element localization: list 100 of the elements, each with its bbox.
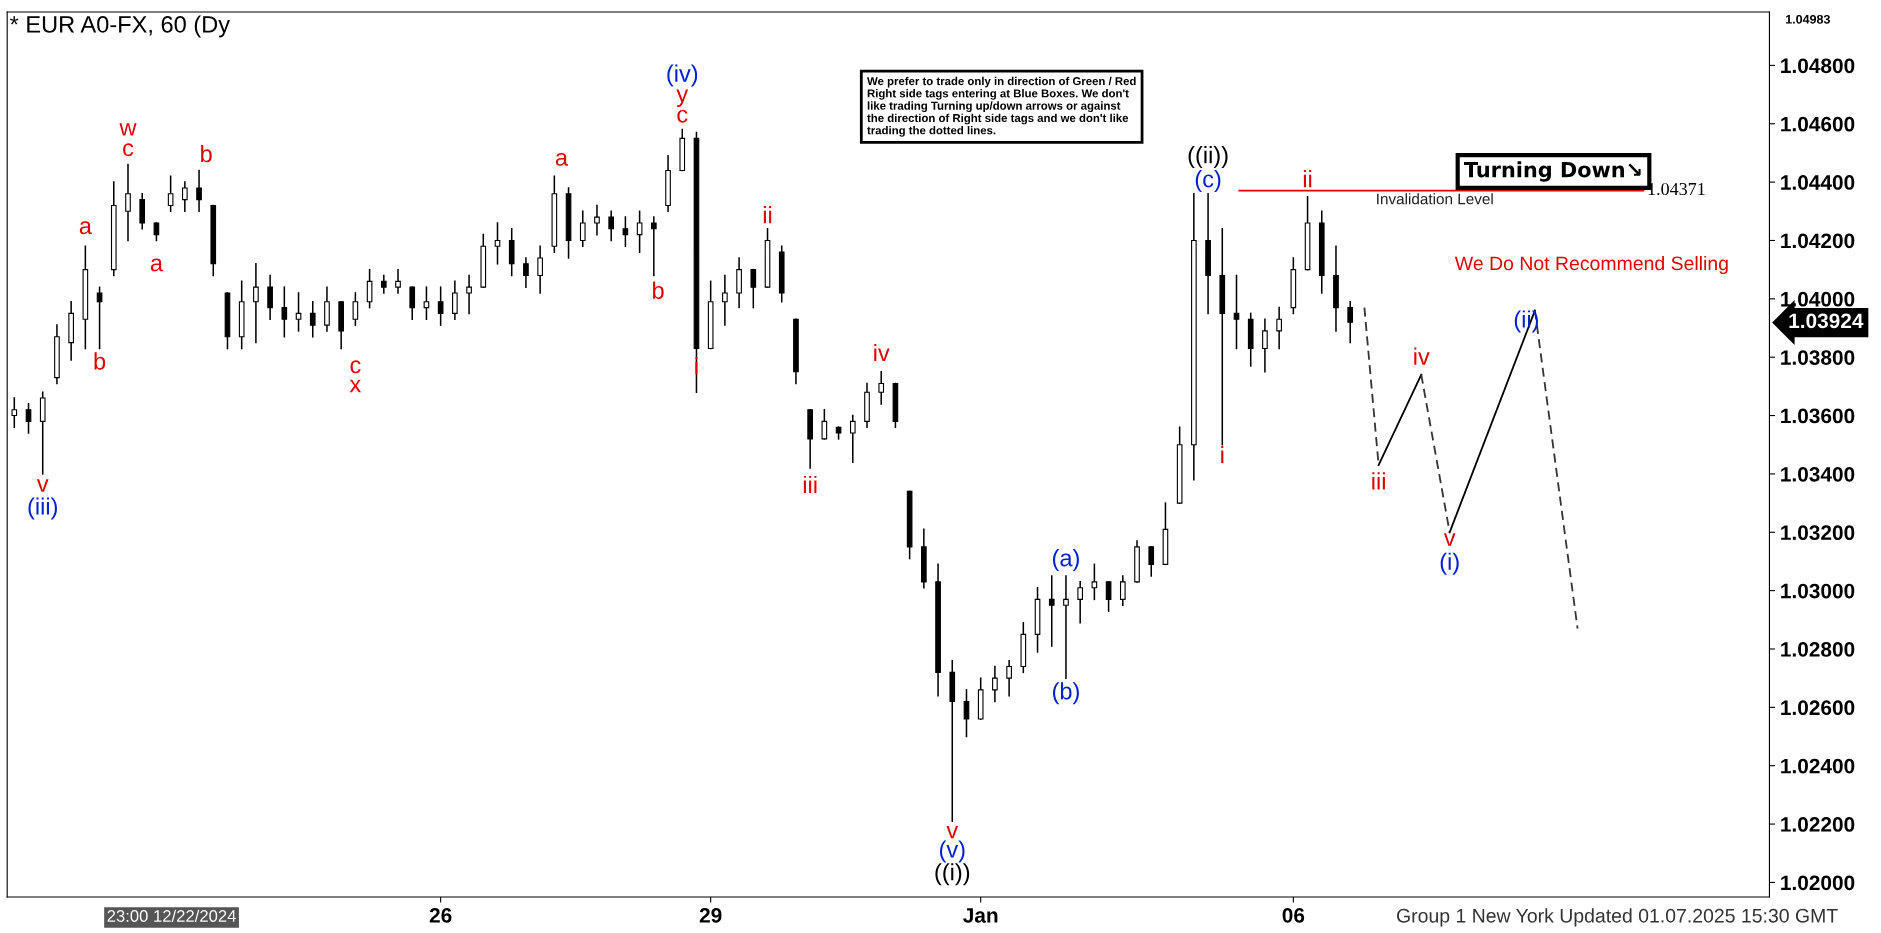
x-tick-label: 06 — [1282, 907, 1305, 923]
annotation: Turning Down↘ — [1464, 161, 1641, 182]
annotation: We Do Not Recommend Selling — [1454, 255, 1728, 275]
annotation: (b) — [1053, 682, 1079, 705]
candlestick — [1347, 300, 1354, 344]
candlestick — [523, 257, 529, 288]
y-tick-label: 1.04800 — [1781, 58, 1855, 74]
annotation: v — [946, 825, 959, 839]
candlestick — [196, 169, 202, 213]
annotation: x — [349, 379, 362, 393]
candlestick — [650, 216, 657, 277]
annotation: a — [555, 152, 569, 166]
annotation: iv — [1414, 347, 1430, 365]
chart-title: * EUR A0-FX, 60 (Dy — [9, 15, 230, 38]
annotation: (i) — [1440, 552, 1459, 575]
candlestick — [736, 257, 742, 309]
y-tick-label: 1.02200 — [1781, 817, 1855, 832]
annotation: ((i)) — [935, 863, 970, 886]
y-tick-label: 1.02800 — [1781, 641, 1855, 657]
annotation: (v) — [939, 840, 965, 863]
ref-line-label: 1.04371 — [1648, 182, 1705, 196]
x-tick-label: 29 — [699, 907, 722, 923]
annotation: Invalidation Level — [1377, 193, 1493, 205]
candlestick — [295, 292, 302, 332]
annotation: b — [653, 281, 664, 299]
x-tick-label: Jan — [963, 908, 998, 923]
candlestick — [494, 222, 501, 265]
candlestick — [253, 263, 259, 344]
candlestick — [1105, 581, 1112, 612]
annotation: i — [1221, 445, 1224, 464]
text: 23:00 12/22/2024 — [107, 909, 236, 922]
candlestick — [750, 268, 757, 309]
candlestick — [537, 245, 543, 294]
y-tick-label: 1.04000 — [1781, 291, 1855, 307]
candlestick — [96, 286, 103, 350]
y-tick-label: 1.02600 — [1781, 700, 1855, 716]
annotation: We prefer to trade only in direction of Green / Red Right side tags entering at Blue Boxes. We don't like trading Turning up/down arrows or against the direction of Right side tags and we don't like trading the dotted lines. — [867, 76, 1136, 137]
text: Group 1 New York Updated 01.07.2025 15:30 GMT — [1397, 908, 1838, 927]
candlestick — [324, 286, 330, 332]
candlestick — [139, 193, 146, 230]
candlestick — [423, 286, 430, 321]
candlestick — [1119, 575, 1126, 606]
y-tick-label: 1.02400 — [1781, 758, 1855, 774]
annotation: v — [36, 479, 49, 492]
text: 1.03924 — [1789, 313, 1864, 329]
candlestick — [622, 216, 629, 248]
candlestick — [579, 210, 586, 248]
candlestick — [1006, 659, 1012, 697]
y-tick-label: 1.03000 — [1781, 583, 1855, 599]
annotation: b — [201, 144, 212, 163]
annotation: i — [695, 357, 698, 375]
y-tick-label: 1.03200 — [1781, 525, 1855, 541]
annotation: (iv) — [667, 64, 698, 87]
candlestick — [722, 274, 728, 326]
annotation: a — [150, 258, 163, 272]
candlestick — [182, 181, 188, 213]
candlestick — [1148, 546, 1155, 577]
candlestick — [452, 280, 458, 321]
annotation: ((ii)) — [1188, 146, 1228, 169]
annotation: ii — [1303, 170, 1312, 188]
annotation: y — [676, 89, 689, 107]
candlestick — [878, 371, 885, 405]
candlestick — [636, 210, 643, 253]
candlestick — [309, 300, 316, 338]
y-tick-label: 1.04600 — [1781, 116, 1855, 132]
candlestick — [849, 414, 856, 464]
candlestick — [466, 274, 472, 315]
candlestick — [508, 228, 515, 277]
candlestick — [608, 210, 615, 242]
candlestick — [1063, 575, 1069, 679]
candlestick — [25, 403, 32, 434]
candlestick — [821, 408, 828, 440]
candlestick — [395, 268, 401, 294]
candlestick — [409, 286, 416, 321]
y-tick-label: 1.03600 — [1781, 408, 1855, 424]
candlestick — [11, 397, 18, 428]
candlestick — [352, 292, 359, 326]
y-tick-label: 1.04400 — [1781, 175, 1855, 190]
annotation: b — [94, 352, 106, 370]
candlestick — [1262, 318, 1268, 373]
annotation: iii — [1372, 472, 1385, 490]
candlestick — [267, 274, 273, 321]
text: 1.04983 — [1786, 14, 1830, 24]
annotation: iii — [803, 475, 817, 493]
annotation: a — [79, 221, 92, 235]
x-tick-label: 26 — [429, 907, 452, 923]
candlestick — [1091, 563, 1098, 601]
candlestick — [1276, 306, 1282, 350]
annotation: c — [677, 109, 688, 123]
candlestick — [992, 665, 998, 703]
y-tick-label: 1.03800 — [1781, 350, 1855, 365]
candlestick — [167, 175, 174, 213]
annotation: ii — [763, 206, 772, 224]
candlestick — [963, 689, 970, 738]
annotation: v — [1443, 533, 1456, 546]
candlestick — [281, 286, 288, 338]
candlestick — [1233, 274, 1240, 350]
candlestick — [39, 391, 46, 475]
candlestick — [1048, 575, 1055, 647]
y-tick-label: 1.02000 — [1781, 875, 1855, 891]
